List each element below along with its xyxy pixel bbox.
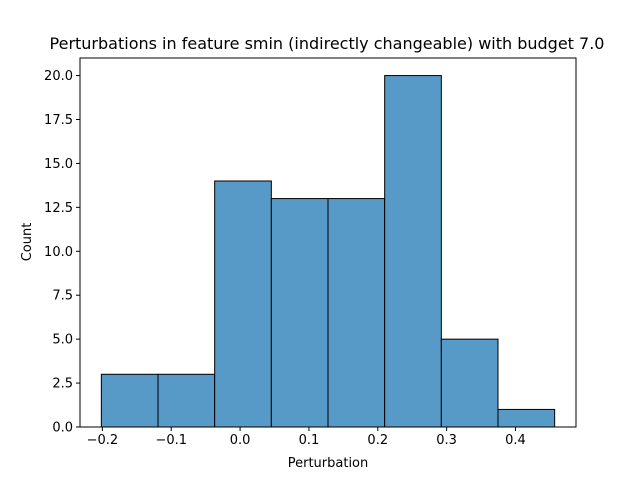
y-tick-label: 15.0 bbox=[44, 157, 73, 172]
bars-layer bbox=[100, 75, 556, 428]
histogram-bar bbox=[157, 373, 216, 428]
x-tick-label: −0.2 bbox=[87, 433, 119, 448]
histogram-bar bbox=[497, 408, 556, 428]
x-axis-label: Perturbation bbox=[288, 456, 369, 471]
x-tick-label: 0.0 bbox=[230, 433, 251, 448]
y-tick-label: 5.0 bbox=[52, 333, 73, 348]
y-tick-label: 17.5 bbox=[44, 113, 73, 128]
y-tick-label: 12.5 bbox=[44, 201, 73, 216]
x-tick-label: 0.4 bbox=[505, 433, 526, 448]
x-tick-label: 0.1 bbox=[299, 433, 320, 448]
histogram-bar bbox=[327, 198, 386, 428]
histogram-bar bbox=[384, 75, 442, 428]
y-tick-label: 10.0 bbox=[44, 245, 73, 260]
x-axis: −0.2 −0.1 0.0 0.1 0.2 0.3 0.4 bbox=[87, 427, 526, 448]
y-tick-label: 7.5 bbox=[52, 289, 73, 304]
x-tick-label: −0.1 bbox=[155, 433, 187, 448]
y-axis-label: Count bbox=[20, 223, 35, 262]
y-tick-label: 20.0 bbox=[44, 69, 73, 84]
y-tick-label: 2.5 bbox=[52, 377, 73, 392]
y-axis: 0.0 2.5 5.0 7.5 10.0 12.5 15.0 17.5 20.0 bbox=[44, 69, 80, 436]
x-tick-label: 0.3 bbox=[436, 433, 457, 448]
chart-title: Perturbations in feature smin (indirectl… bbox=[50, 34, 605, 53]
x-tick-label: 0.2 bbox=[367, 433, 388, 448]
y-tick-label: 0.0 bbox=[52, 421, 73, 436]
histogram-bar bbox=[214, 180, 272, 428]
histogram-bar bbox=[100, 373, 159, 428]
histogram-bar bbox=[440, 338, 499, 428]
plot-frame bbox=[79, 57, 577, 428]
histogram-bar bbox=[270, 198, 329, 428]
